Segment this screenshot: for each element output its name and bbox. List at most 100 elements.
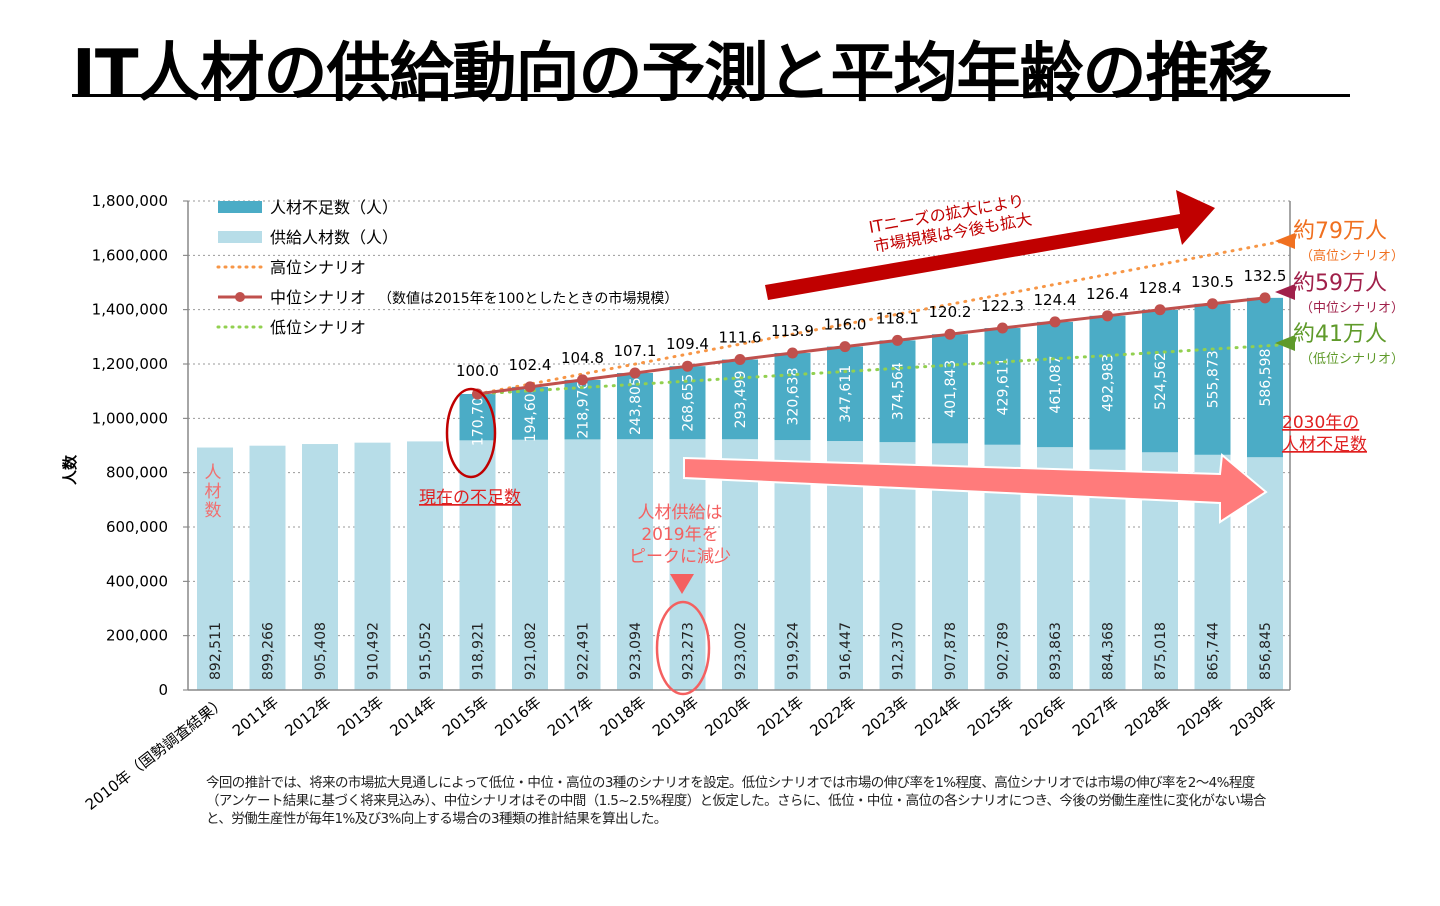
mid-scenario-marker (892, 334, 903, 346)
supply-decline-arrow-icon (683, 453, 1268, 524)
footnote: 今回の推計では、将来の市場拡大見通しによって低位・中位・高位の3種のシナリオを設… (206, 775, 1266, 827)
shortage-bar (1037, 321, 1073, 448)
scenario-end-name: （低位シナリオ） (1300, 352, 1404, 367)
supply-label: 907,878 (943, 622, 959, 680)
supply-peak-text: ピークに減少 (629, 547, 731, 567)
shortage-2030-label: 2030年の (1282, 413, 1359, 433)
supply-label: 915,052 (418, 622, 434, 680)
annotations: 約79万人 （高位シナリオ） 約59万人 （中位シナリオ） 約41万人 （低位シナリオ） 2… (205, 190, 1404, 696)
shortage-label: 374,564 (891, 362, 907, 420)
y-tick-label: 1,400,000 (92, 301, 168, 319)
supply-bar (354, 442, 391, 690)
market-growth-arrow-icon (765, 190, 1215, 300)
shortage-label: 492,983 (1101, 354, 1117, 412)
mid-scenario-marker (1154, 304, 1166, 316)
mid-scenario-marker (1259, 292, 1271, 304)
shortage-label: 268,655 (681, 374, 697, 432)
market-index-label: 120.2 (929, 303, 972, 321)
x-tick-label: 2022年 (806, 693, 859, 740)
supply-label: 884,368 (1101, 622, 1117, 680)
market-index-label: 113.9 (771, 322, 814, 340)
supply-label: 856,845 (1258, 622, 1274, 680)
mid-scenario-marker (1049, 316, 1061, 328)
mid-scenario-marker (787, 347, 798, 359)
mid-scenario-marker (1207, 298, 1218, 310)
market-index-label: 107.1 (614, 342, 657, 360)
legend-label: 供給人材数（人） (270, 228, 398, 247)
high-scenario-line (476, 240, 1282, 396)
market-index-label: 132.5 (1244, 267, 1287, 285)
mid-scenario-marker (734, 354, 746, 366)
supply-label: 892,511 (208, 622, 224, 680)
x-tick-label: 2012年 (281, 693, 334, 740)
market-index-label: 128.4 (1139, 279, 1182, 297)
shortage-label: 524,562 (1153, 352, 1169, 410)
x-tick-label: 2016年 (491, 693, 544, 740)
mid-scenario-marker (629, 367, 641, 379)
x-tick-label: 2030年 (1226, 693, 1279, 740)
x-tick-label: 2013年 (334, 693, 387, 740)
shortage-label: 347,611 (838, 365, 854, 423)
shortage-label: 218,976 (576, 381, 592, 439)
peak-2019-circle (655, 600, 711, 696)
x-tick-label: 2011年 (229, 693, 282, 740)
low-scenario-line (476, 343, 1282, 396)
shortage-label: 293,499 (733, 370, 749, 428)
x-tick-label: 2026年 (1016, 693, 1069, 740)
legend-label: 中位シナリオ (270, 288, 366, 307)
shortage-label: 320,638 (786, 368, 802, 426)
supply-label: 893,863 (1048, 622, 1064, 680)
y-tick-label: 1,800,000 (92, 192, 168, 210)
scenario-end-value: 約41万人 (1293, 322, 1387, 347)
supply-label: 902,789 (996, 622, 1012, 680)
legend-label: 人材不足数（人） (270, 198, 398, 217)
current-shortage-circle (445, 387, 497, 479)
end-arrow-icon (1275, 284, 1295, 300)
shortage-bar (1247, 297, 1283, 458)
mid-scenario-marker (577, 374, 588, 386)
supply-label: 865,744 (1206, 622, 1222, 680)
shortage-bar (669, 366, 706, 440)
down-triangle-icon (670, 574, 694, 594)
x-tick-label: 2024年 (911, 693, 964, 740)
page-title: IT人材の供給動向の予測と平均年齢の推移 (72, 37, 1272, 111)
supply-label: 923,002 (733, 622, 749, 680)
shortage-label: 194,608 (523, 384, 539, 442)
supply-label: 918,921 (471, 622, 487, 680)
shortage-bar (984, 328, 1021, 445)
supply-label: 923,273 (681, 622, 697, 680)
x-tick-label: 2017年 (544, 693, 597, 740)
supply-label: 912,370 (891, 622, 907, 680)
shortage-label: 461,087 (1048, 356, 1064, 414)
market-index-label: 118.1 (876, 309, 919, 327)
supply-label: 875,018 (1153, 622, 1169, 680)
mid-scenario-marker (997, 322, 1008, 334)
supply-bar (669, 439, 706, 690)
legend-label: 高位シナリオ (270, 258, 366, 277)
title-underline (72, 94, 1350, 97)
supply-bar (197, 447, 233, 690)
market-index-label: 124.4 (1034, 291, 1077, 309)
x-tick-label: 2023年 (859, 693, 912, 740)
market-index-label: 111.6 (719, 329, 762, 347)
shortage-bar (932, 334, 968, 444)
x-tick-label: 2019年 (649, 693, 702, 740)
legend-swatch (218, 231, 262, 243)
market-index-label: 100.0 (456, 362, 499, 380)
supply-bar (459, 440, 496, 690)
shortage-label: 401,843 (943, 360, 959, 418)
market-index-label: 109.4 (666, 335, 709, 353)
market-index-label: 104.8 (561, 349, 604, 367)
shortage-bar (827, 346, 863, 442)
shortage-label: 429,611 (996, 357, 1012, 415)
x-tick-label: 2021年 (754, 693, 807, 740)
shortage-bar (722, 359, 758, 440)
shortage-bar (512, 386, 548, 440)
legend-label: 低位シナリオ (270, 318, 366, 337)
supply-bar (302, 444, 338, 690)
y-tick-label: 400,000 (106, 572, 168, 590)
shortage-bar (774, 352, 811, 441)
y-tick-label: 800,000 (106, 464, 168, 482)
shortage-label: 586,598 (1258, 349, 1274, 407)
